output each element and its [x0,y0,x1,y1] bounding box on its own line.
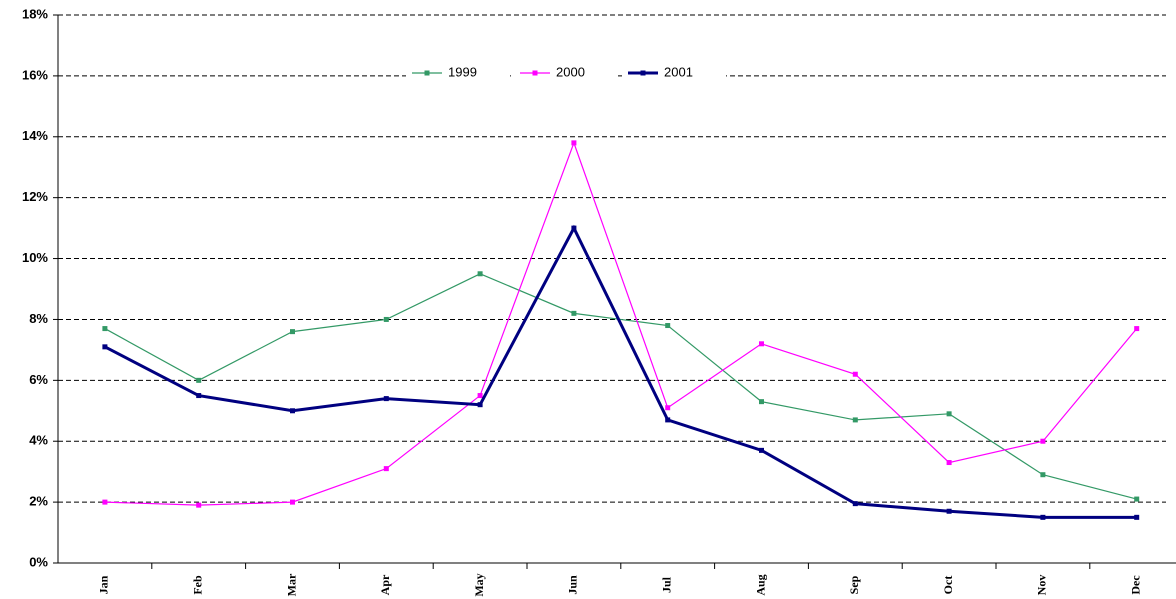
y-tick-label: 8% [29,311,48,326]
point [196,377,202,383]
y-tick-label: 0% [29,554,48,569]
x-tick-label: Oct [941,576,955,595]
y-tick-label: 16% [22,67,48,82]
point [852,501,858,507]
point [759,447,764,453]
legend-label: 1999 [448,64,477,79]
x-tick-label: May [472,573,486,596]
point [102,499,108,505]
x-tick-label: Sep [847,575,861,594]
point [196,393,202,399]
point [477,393,483,399]
y-tick-label: 12% [22,189,48,204]
point [1134,514,1140,520]
point [571,310,577,316]
x-tick-label: Jul [659,576,673,593]
series-line [104,141,1138,506]
legend-label: 2000 [556,64,585,79]
legend-bg [622,63,726,83]
y-tick-label: 18% [22,6,48,21]
x-tick-label: Jan [97,575,111,594]
point [290,329,295,335]
legend-point [424,70,430,76]
point [759,341,764,347]
point [665,405,671,411]
point [1040,472,1046,478]
point [290,499,295,505]
point [571,225,577,231]
point [852,371,858,377]
point [852,417,858,423]
y-tick-label: 4% [29,433,48,448]
point [383,466,389,472]
x-tick-label: Feb [190,575,204,595]
point [102,326,108,332]
point [946,411,952,417]
legend-bg [406,63,510,83]
y-tick-label: 10% [22,250,48,265]
legend-point [532,70,538,76]
series-line [104,273,1137,500]
point [665,417,671,423]
point [477,271,483,277]
legend-label: 2001 [664,64,693,79]
x-tick-label: Mar [284,573,298,596]
point [1040,514,1046,520]
point [383,316,389,322]
point [383,396,389,402]
x-tick-label: Nov [1035,575,1049,596]
point [477,402,483,408]
series-line [104,224,1137,519]
y-tick-label: 6% [29,372,48,387]
point [290,408,295,414]
point [1134,326,1140,332]
point [196,502,202,508]
point [102,344,108,350]
legend-point [640,70,646,76]
legend-bg [514,63,618,83]
point [1134,496,1140,502]
point [571,140,577,146]
point [946,508,952,514]
y-tick-label: 2% [29,494,48,509]
x-tick-label: Aug [753,574,767,595]
x-tick-label: Dec [1128,575,1142,595]
x-tick-label: Jun [566,575,580,595]
point [759,399,764,405]
point [665,323,671,329]
point [1040,438,1046,444]
y-tick-label: 14% [22,128,48,143]
x-tick-label: Apr [378,574,392,595]
point [946,460,952,466]
